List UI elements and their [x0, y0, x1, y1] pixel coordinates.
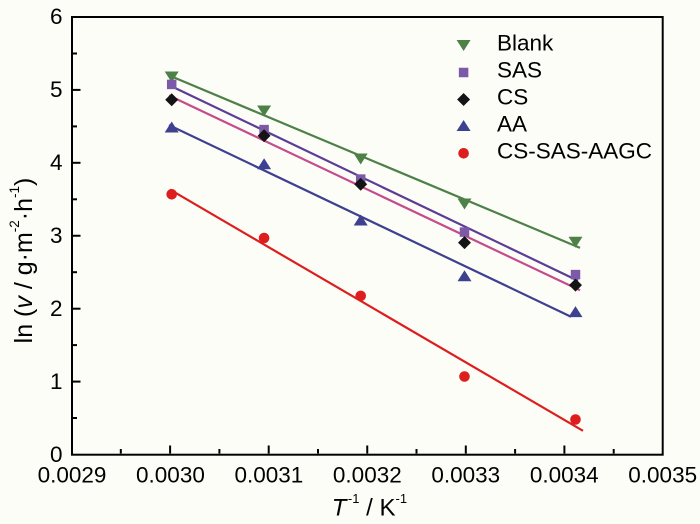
svg-text:0.0033: 0.0033	[431, 463, 500, 488]
svg-text:Blank: Blank	[497, 31, 554, 56]
svg-text:3: 3	[50, 223, 63, 248]
svg-text:1: 1	[50, 369, 63, 394]
svg-text:2: 2	[50, 296, 63, 321]
svg-text:0.0029: 0.0029	[38, 463, 107, 488]
svg-text:0: 0	[50, 442, 63, 467]
svg-text:4: 4	[50, 150, 63, 175]
svg-text:ln (v / g·m-2·h-1): ln (v / g·m-2·h-1)	[7, 178, 38, 344]
svg-text:5: 5	[50, 77, 63, 102]
svg-text:T-1 / K-1: T -1 / K-1	[332, 491, 407, 522]
svg-text:0.0032: 0.0032	[333, 463, 402, 488]
svg-text:SAS: SAS	[497, 58, 542, 83]
svg-text:0.0031: 0.0031	[234, 463, 303, 488]
svg-text:0.0035: 0.0035	[628, 463, 697, 488]
svg-text:0.0030: 0.0030	[136, 463, 205, 488]
svg-text:CS: CS	[497, 85, 528, 110]
svg-text:CS-SAS-AAGC: CS-SAS-AAGC	[497, 139, 652, 164]
svg-text:6: 6	[50, 4, 63, 29]
svg-text:0.0034: 0.0034	[530, 463, 599, 488]
svg-text:AA: AA	[497, 112, 527, 137]
